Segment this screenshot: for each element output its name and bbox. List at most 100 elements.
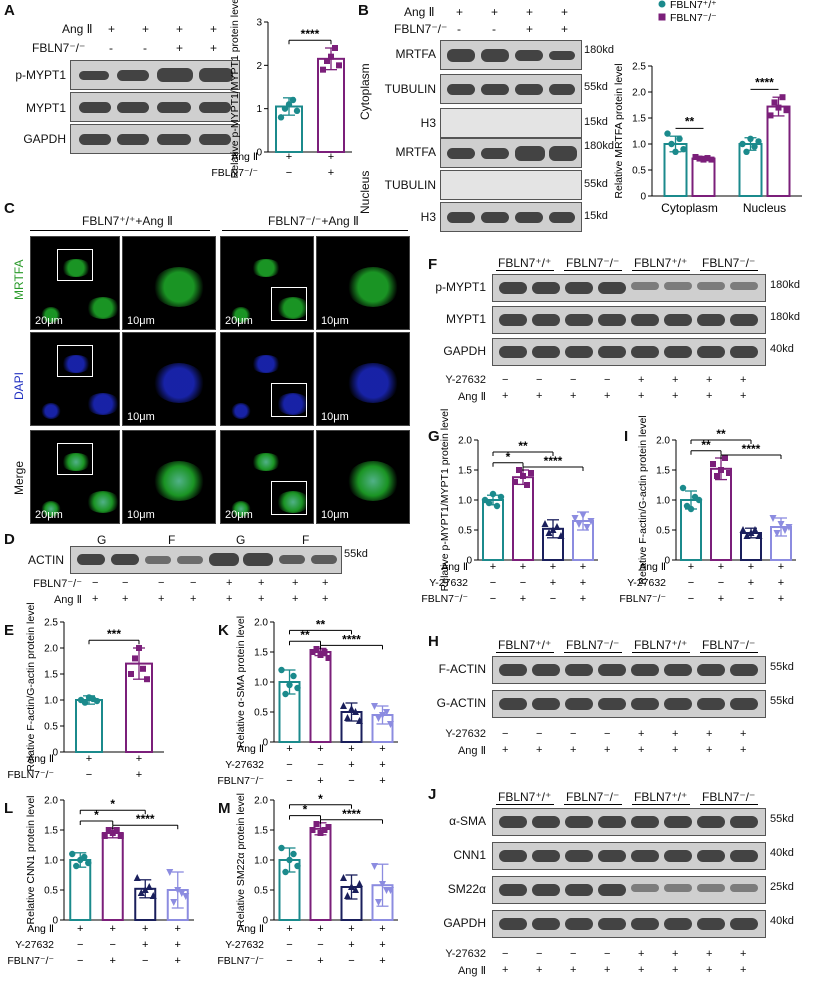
band — [697, 314, 725, 326]
group-underline — [496, 270, 554, 271]
data-point — [777, 521, 785, 528]
factor-name: Ang Ⅱ — [237, 923, 264, 935]
band — [664, 850, 692, 862]
data-point — [553, 523, 561, 530]
kd-label: 55kd — [584, 81, 608, 93]
data-point — [144, 676, 150, 683]
factor-value: + — [175, 923, 181, 935]
data-point — [85, 859, 92, 867]
blot-row-label: MRTFA — [395, 47, 436, 61]
data-point — [73, 862, 80, 870]
blot-row-label: H3 — [420, 210, 436, 224]
data-point — [332, 45, 338, 51]
data-point — [375, 899, 382, 906]
blot-strip — [440, 40, 582, 70]
bar — [691, 157, 716, 197]
data-point — [493, 502, 501, 510]
header-cell: + — [561, 22, 569, 36]
y-tick-label: 3 — [256, 18, 262, 29]
data-point — [695, 496, 703, 504]
micrograph-tile: 10μm — [316, 236, 410, 330]
zoom-box — [57, 249, 93, 281]
factor-name: Y-27632 — [627, 577, 666, 589]
y-tick-label: 0.5 — [254, 708, 268, 719]
y-axis-label: Relative α-SMA protein level — [235, 616, 247, 748]
band — [598, 816, 626, 828]
factor-value: + — [226, 577, 233, 589]
data-point — [178, 890, 186, 897]
data-point — [132, 655, 138, 662]
band — [730, 698, 758, 710]
header-cell: + — [491, 5, 499, 19]
band — [532, 884, 560, 896]
band — [499, 314, 527, 326]
band — [631, 346, 659, 358]
panel-label-a: A — [4, 2, 15, 19]
header-row-name: Ang Ⅱ — [62, 22, 93, 36]
band — [730, 282, 758, 290]
band — [499, 850, 527, 862]
y-tick-label: 2.5 — [632, 62, 646, 73]
data-point — [541, 520, 549, 527]
group-underline — [564, 804, 622, 805]
factor-value: + — [322, 577, 329, 589]
data-point — [352, 708, 359, 715]
band — [565, 698, 593, 710]
factor-value: + — [740, 728, 747, 740]
blot-strip — [70, 546, 342, 574]
genotype-group-label: FBLN7⁺/⁺ — [498, 256, 552, 270]
band — [532, 346, 560, 358]
data-point — [286, 681, 293, 689]
chart-e: 0 0.5 1.0 1.5 2.0 2.5 Relative F-actin/G-actin… — [7, 602, 164, 781]
data-point — [781, 527, 789, 534]
cell-blob — [251, 259, 281, 277]
band — [631, 282, 659, 290]
factor-value: + — [379, 759, 385, 771]
kd-label: 55kd — [344, 548, 368, 560]
factor-value: + — [580, 593, 586, 605]
band — [631, 698, 659, 710]
panel-label-d: D — [4, 531, 15, 548]
data-point — [313, 646, 320, 652]
data-point — [324, 58, 330, 64]
significance-label: ** — [316, 617, 326, 631]
y-tick-label: 2.0 — [458, 436, 472, 447]
y-tick-label: 2.0 — [44, 644, 58, 655]
kd-label: 55kd — [770, 695, 794, 707]
band — [730, 918, 758, 930]
blot-row-label: MYPT1 — [445, 312, 486, 326]
micrograph-tile: 10μm — [122, 236, 216, 330]
factor-value: − — [688, 577, 694, 589]
header-cell: + — [456, 5, 464, 19]
significance-label: **** — [544, 454, 563, 468]
blot-row-label: TUBULIN — [384, 82, 436, 96]
band — [598, 664, 626, 676]
y-axis-label: Relative F-actin/G-actin protein level — [637, 415, 649, 584]
panel-label-j: J — [428, 786, 437, 803]
significance-label: ** — [716, 427, 726, 441]
factor-value: + — [292, 593, 299, 605]
header-cell: + — [210, 41, 218, 55]
header-cell: + — [526, 22, 534, 36]
factor-value: − — [718, 577, 724, 589]
significance-label: **** — [342, 632, 361, 646]
cell-blob — [231, 501, 251, 517]
legend-marker — [658, 0, 666, 8]
y-axis-label: Relative p-MYPT1/MYPT1 protein level — [229, 0, 241, 178]
significance-label: ** — [300, 628, 310, 642]
cell-blob — [276, 393, 310, 415]
data-point — [282, 690, 289, 698]
header-row-name: Ang Ⅱ — [404, 5, 435, 19]
data-point — [286, 856, 293, 864]
band — [499, 346, 527, 358]
factor-value: + — [502, 964, 509, 976]
cell-blob — [276, 491, 310, 513]
factor-value: + — [136, 753, 142, 765]
zoom-box — [271, 383, 307, 417]
band — [565, 850, 593, 862]
y-tick-label: 0 — [256, 148, 262, 159]
blot-strip — [492, 690, 766, 718]
data-point — [696, 155, 703, 162]
chart-l: 0 0.5 1.0 1.5 2.0 Relative CNN1 protein level… — [7, 796, 194, 967]
band — [499, 816, 527, 828]
